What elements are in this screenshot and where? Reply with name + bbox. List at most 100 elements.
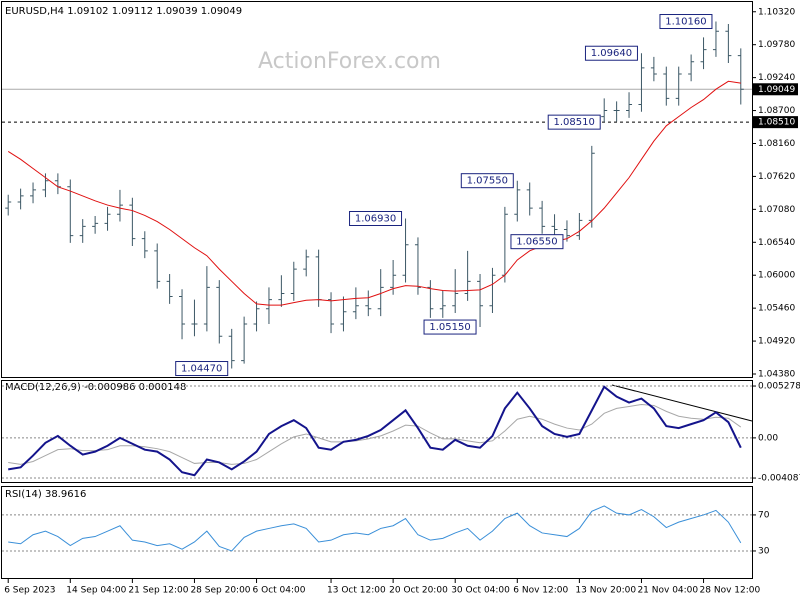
ohlc-bar [427, 280, 434, 318]
ohlc-bar [700, 37, 707, 70]
ohlc-bar [377, 269, 384, 317]
level-box [753, 116, 798, 129]
ohlc-bar [712, 21, 719, 57]
x-tick-label: 20 Oct 20:00 [389, 586, 448, 596]
ohlc-bar [688, 54, 695, 82]
ohlc-bar [340, 296, 347, 332]
ohlc-bar [203, 266, 210, 332]
annotation-box [547, 114, 601, 130]
x-tick-label: 13 Oct 12:00 [327, 586, 386, 596]
ohlc-bar [17, 188, 24, 210]
ohlc-bar [228, 328, 235, 369]
ohlc-bar [663, 66, 670, 106]
y-tick-label: 0.005278 [758, 382, 800, 392]
y-tick-label: 1.04920 [758, 337, 795, 347]
annotation-label: 1.08510 [554, 117, 595, 128]
y-tick-label: 1.08160 [758, 139, 795, 149]
indicator-line [8, 505, 742, 552]
annotation-label: 1.09640 [591, 48, 632, 59]
ohlc-bar [626, 92, 633, 118]
watermark: ActionForex.com [258, 49, 441, 74]
x-tick-label: 14 Sep 04:00 [66, 586, 126, 596]
y-tick-label: 1.08700 [758, 106, 795, 116]
ohlc-bar [650, 56, 657, 82]
ohlc-bar [588, 145, 595, 228]
ohlc-bar [576, 213, 583, 240]
x-tick-label: 6 Nov 12:00 [513, 586, 568, 596]
ohlc-bar [675, 66, 682, 106]
x-tick-label: 21 Sep 12:00 [128, 586, 188, 596]
y-tick-label: -0.004087 [758, 474, 800, 484]
ohlc-bar [352, 287, 359, 320]
annotation-box [659, 14, 713, 30]
ohlc-bar [154, 243, 161, 289]
ohlc-bar [526, 182, 533, 216]
annotation-label: 1.07550 [467, 176, 508, 187]
ohlc-bar [328, 292, 335, 334]
ohlc-bar [79, 219, 86, 243]
annotation-box [349, 210, 403, 226]
x-tick-label: 30 Oct 04:00 [451, 586, 510, 596]
x-tick-label: 6 Sep 2023 [4, 586, 55, 596]
ohlc-bar [278, 275, 285, 307]
ohlc-bar [402, 218, 409, 283]
indicator-line [8, 385, 742, 477]
y-tick-label: 1.04380 [758, 370, 795, 380]
annotation-box [584, 45, 638, 61]
ohlc-bar [489, 267, 496, 314]
annotation-box [460, 173, 514, 189]
ohlc-bar [725, 23, 732, 63]
annotation-box [510, 234, 564, 250]
y-tick-label: 70 [758, 510, 770, 520]
y-tick-label: 1.05460 [758, 304, 795, 314]
ohlc-bar [191, 299, 198, 337]
ohlc-bar [30, 182, 37, 204]
ohlc-bar [551, 214, 558, 237]
ohlc-bar [464, 250, 471, 301]
annotation-box [175, 361, 229, 377]
ohlc-bar [92, 216, 99, 234]
ohlc-bar [439, 290, 446, 318]
ohlc-bar [638, 53, 645, 112]
macd-panel [1, 380, 753, 483]
annotation-label: 1.06930 [355, 213, 396, 224]
ohlc-bar [265, 287, 272, 325]
x-tick-label: 28 Sep 20:00 [190, 586, 250, 596]
rsi-panel [1, 486, 753, 579]
current-price-label: 1.09049 [758, 85, 795, 95]
ohlc-bar [414, 237, 421, 295]
ohlc-bar [514, 180, 521, 222]
ohlc-bar [241, 316, 248, 364]
ohlc-bar [601, 98, 608, 123]
chart-title: EURUSD,H4 1.09102 1.09112 1.09039 1.0904… [5, 6, 242, 17]
ohlc-bar [365, 290, 372, 317]
annotation-label: 1.10160 [665, 17, 706, 28]
ohlc-bar [116, 189, 123, 222]
moving-average [7, 80, 741, 306]
ohlc-bar [253, 301, 260, 332]
y-tick-label: 1.06540 [758, 238, 795, 248]
y-tick-label: 1.10320 [758, 7, 795, 17]
annotation-label: 1.06550 [516, 237, 557, 248]
y-tick-label: 1.07080 [758, 205, 795, 215]
annotation-box [423, 319, 477, 335]
ohlc-bar [179, 289, 186, 340]
ohlc-bar [166, 273, 173, 304]
ohlc-bar [141, 231, 148, 259]
price-panel [1, 1, 753, 378]
x-tick-label: 6 Oct 04:00 [253, 586, 306, 596]
x-tick-label: 28 Nov 12:00 [700, 586, 761, 596]
ohlc-bar [67, 179, 74, 243]
ohlc-bar [216, 280, 223, 344]
level-label: 1.08510 [758, 118, 795, 128]
ohlc-bar [5, 194, 12, 216]
ohlc-bar [539, 200, 546, 234]
trend-line [611, 384, 753, 422]
y-tick-label: 1.06000 [758, 271, 795, 281]
y-tick-label: 1.09780 [758, 40, 795, 50]
ohlc-bar [477, 273, 484, 328]
ohlc-bar [104, 206, 111, 231]
indicator-line [8, 403, 742, 465]
